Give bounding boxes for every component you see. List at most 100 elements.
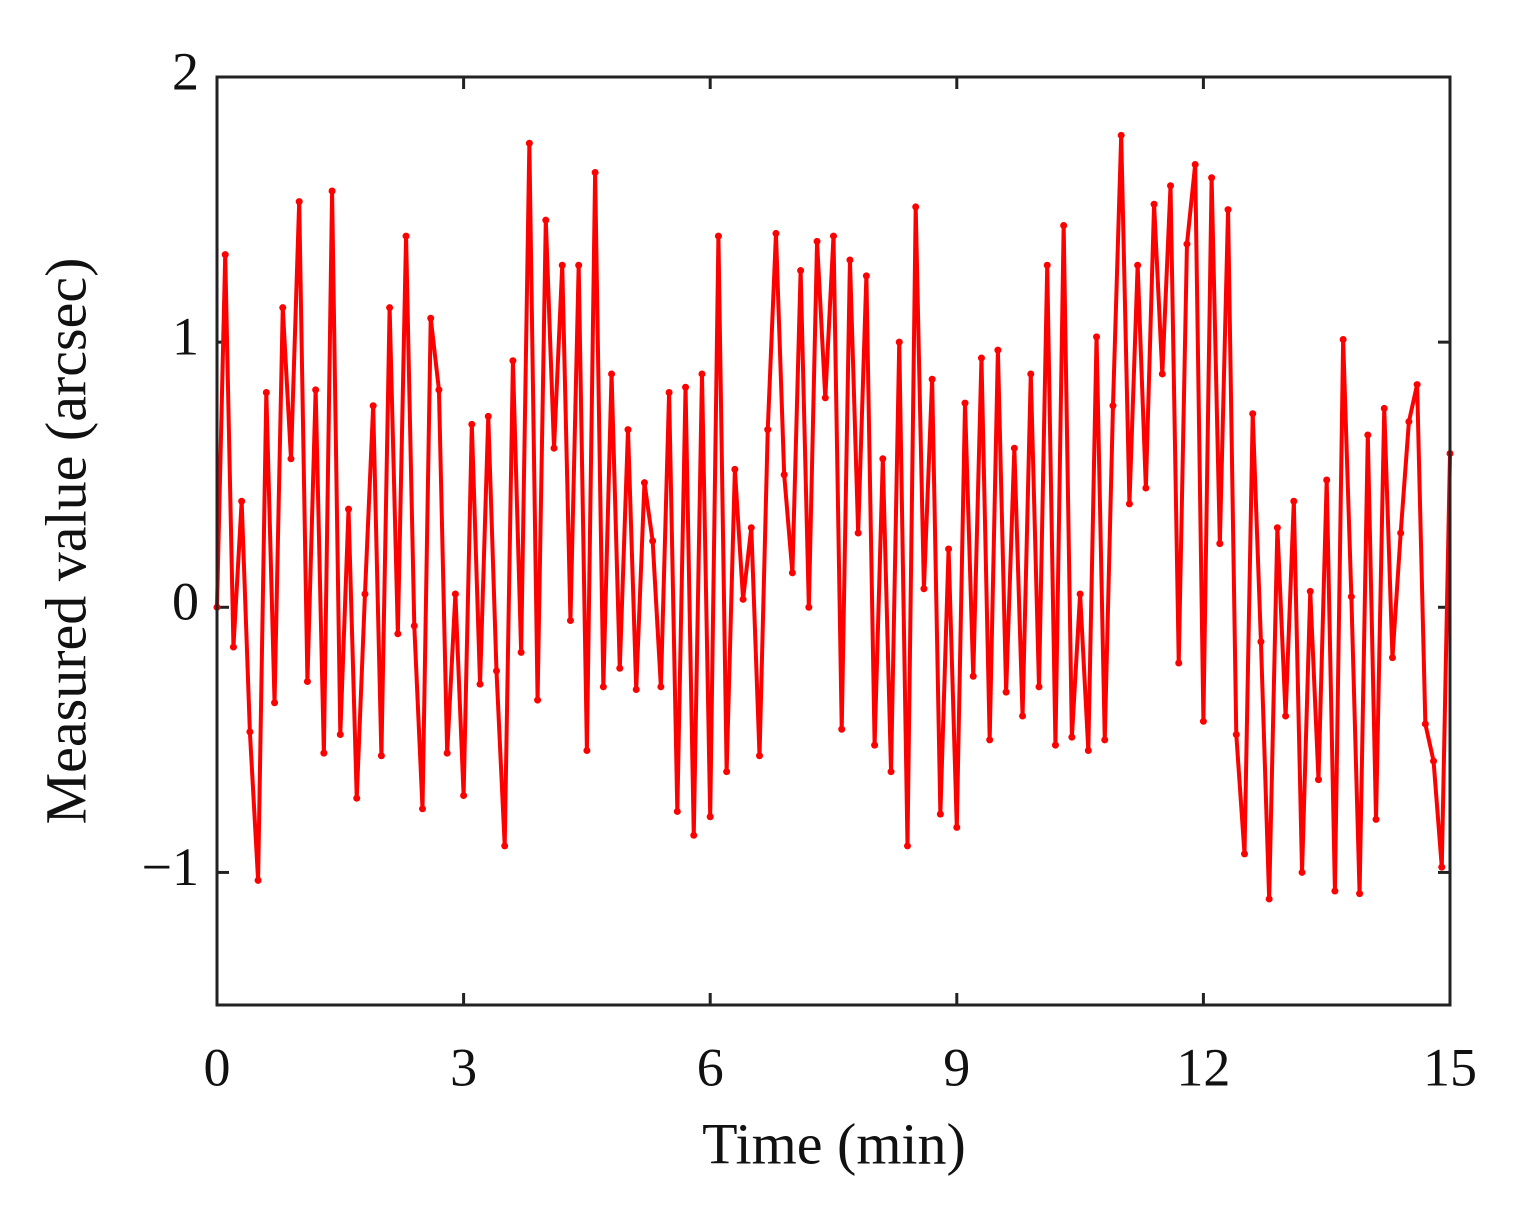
data-point	[1076, 590, 1084, 598]
data-point	[1232, 731, 1240, 739]
data-point	[1331, 887, 1339, 895]
data-point	[1191, 160, 1199, 168]
data-point	[665, 389, 673, 397]
data-point	[928, 375, 936, 383]
data-point	[1364, 431, 1372, 439]
data-point	[583, 746, 591, 754]
data-point	[1002, 688, 1010, 696]
data-point	[830, 232, 837, 240]
data-point	[509, 357, 517, 365]
data-point	[838, 725, 846, 733]
data-point	[903, 842, 911, 850]
data-point	[361, 590, 369, 598]
data-point	[1010, 444, 1018, 452]
data-point	[649, 537, 657, 545]
data-point	[714, 232, 722, 240]
data-point	[862, 272, 870, 280]
data-point	[1175, 659, 1183, 667]
data-point	[961, 399, 969, 407]
data-point	[1216, 540, 1224, 548]
y-tick-label: 1	[172, 307, 199, 367]
data-point	[1273, 524, 1281, 532]
data-point	[542, 216, 550, 224]
data-point	[1199, 717, 1207, 725]
data-point	[262, 389, 270, 397]
data-point	[756, 752, 764, 760]
data-point	[575, 261, 583, 269]
data-point	[460, 792, 468, 800]
data-point	[1043, 261, 1051, 269]
data-point	[706, 813, 714, 821]
data-point	[1430, 757, 1438, 765]
data-point	[484, 412, 492, 420]
data-point	[1035, 683, 1043, 691]
data-point	[1117, 131, 1125, 139]
data-point	[805, 603, 813, 611]
data-point	[1356, 890, 1364, 898]
data-point	[739, 595, 747, 603]
data-point	[303, 678, 311, 686]
data-point	[229, 643, 237, 651]
data-point	[1282, 712, 1290, 720]
data-point	[1265, 895, 1273, 903]
plot-frame	[215, 75, 1452, 1007]
data-point	[476, 680, 484, 688]
data-point	[1314, 776, 1322, 784]
data-point	[525, 139, 533, 147]
data-point	[271, 699, 279, 707]
data-point	[854, 529, 862, 537]
data-point	[640, 479, 648, 487]
data-point	[419, 805, 426, 813]
y-axis-title: Measured value (arcsec)	[33, 258, 98, 825]
data-point	[945, 545, 953, 553]
data-point	[1142, 484, 1150, 492]
data-point	[1101, 736, 1109, 744]
data-point	[608, 370, 616, 378]
data-point	[1019, 712, 1027, 720]
data-point	[1109, 402, 1117, 410]
data-point	[920, 585, 928, 593]
data-point	[336, 731, 344, 739]
data-point	[764, 426, 772, 434]
data-point	[788, 569, 796, 577]
data-point	[895, 338, 903, 346]
data-point	[566, 617, 574, 625]
data-point	[312, 386, 320, 394]
data-point	[986, 736, 994, 744]
data-point	[846, 256, 854, 264]
data-point	[1421, 720, 1429, 728]
data-point	[1150, 200, 1158, 208]
data-point	[279, 304, 287, 312]
data-point	[1241, 850, 1248, 858]
data-point	[772, 229, 780, 237]
data-point	[1167, 182, 1175, 190]
x-tick-label: 15	[1423, 1037, 1477, 1097]
data-point	[747, 524, 755, 532]
data-point	[550, 444, 558, 452]
data-point	[1208, 174, 1216, 182]
data-point	[328, 187, 336, 195]
x-tick-label: 12	[1176, 1037, 1230, 1097]
data-point	[969, 672, 977, 680]
data-point	[731, 465, 739, 473]
data-point	[657, 683, 665, 691]
data-point	[254, 876, 262, 884]
y-tick-label: 2	[172, 41, 199, 101]
data-point	[1158, 370, 1166, 378]
data-point	[369, 402, 377, 410]
data-point	[599, 683, 607, 691]
data-point	[1068, 733, 1076, 741]
data-point	[780, 471, 788, 479]
data-point	[443, 749, 451, 757]
data-point	[1413, 381, 1421, 389]
data-point	[871, 741, 879, 749]
data-point	[682, 383, 690, 391]
data-point	[1183, 240, 1191, 248]
data-point	[1438, 863, 1446, 871]
data-line	[215, 133, 1452, 901]
data-point	[1290, 497, 1298, 505]
data-point	[394, 630, 402, 638]
data-point	[468, 420, 476, 428]
